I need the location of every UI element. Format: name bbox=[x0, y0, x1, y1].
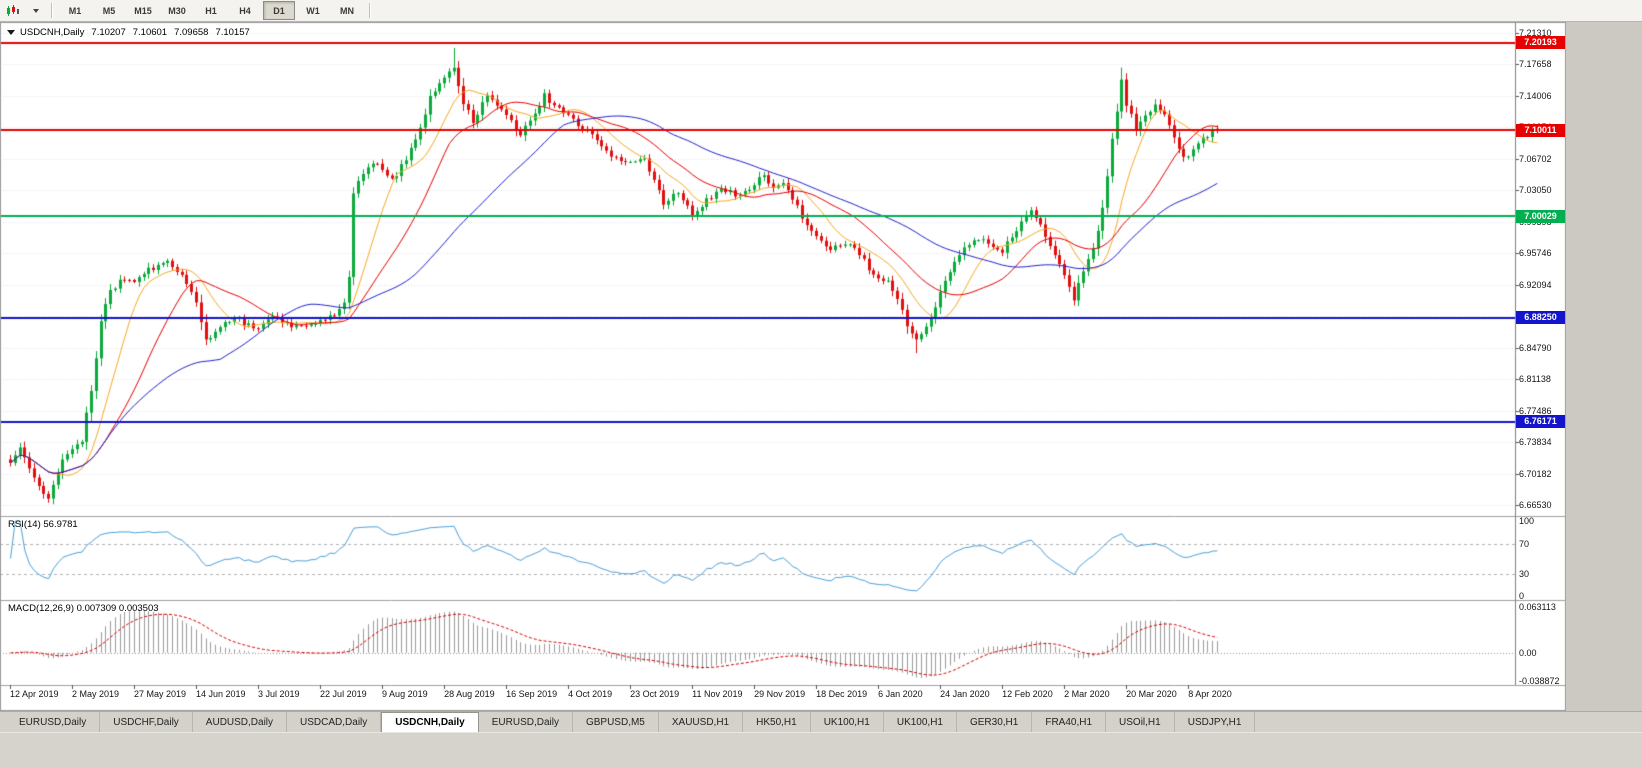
timeframe-button-m1[interactable]: M1 bbox=[68, 5, 82, 16]
chart-tab-usdjpy-h1[interactable]: USDJPY,H1 bbox=[1175, 712, 1256, 732]
date-axis-label: 8 Apr 2020 bbox=[1188, 689, 1232, 699]
chart-tab-hk50-h1[interactable]: HK50,H1 bbox=[743, 712, 811, 732]
toolbar: M1 M5 M15 M30 H1 H4 D1 W1 MN bbox=[0, 0, 1642, 22]
price-line-badge: 6.76171 bbox=[1516, 415, 1565, 429]
date-axis-label: 9 Aug 2019 bbox=[382, 689, 428, 699]
date-axis-label: 27 May 2019 bbox=[134, 689, 187, 699]
price-line-badge: 7.00029 bbox=[1516, 209, 1565, 223]
timeframe-button-d1[interactable]: D1 bbox=[263, 1, 295, 20]
rsi-name: RSI(14) bbox=[8, 519, 41, 530]
rsi-value: 56.9781 bbox=[43, 519, 78, 530]
toolbar-separator bbox=[51, 3, 53, 18]
price-axis-label: 7.17658 bbox=[1519, 59, 1552, 70]
ohlc-high: 7.10601 bbox=[132, 27, 168, 38]
timeframe-toolbar: M1 M5 M15 M30 H1 H4 D1 W1 MN bbox=[58, 1, 364, 20]
price-axis-label: 6.95746 bbox=[1519, 248, 1552, 259]
date-axis-label: 3 Jul 2019 bbox=[258, 689, 300, 699]
date-axis-label: 2 Mar 2020 bbox=[1064, 689, 1110, 699]
chart-tab-uk100-h1[interactable]: UK100,H1 bbox=[811, 712, 884, 732]
date-axis-label: 22 Jul 2019 bbox=[320, 689, 367, 699]
macd-name: MACD(12,26,9) bbox=[8, 603, 74, 614]
price-line-badge: 7.10011 bbox=[1516, 123, 1565, 137]
date-axis-label: 24 Jan 2020 bbox=[940, 689, 990, 699]
status-bar bbox=[0, 732, 1642, 768]
rsi-scale-label: 100 bbox=[1519, 516, 1535, 526]
price-axis-label: 7.14006 bbox=[1519, 90, 1552, 101]
chart-tabs-bar: EURUSD,Daily USDCHF,Daily AUDUSD,Daily USDC… bbox=[0, 711, 1642, 732]
chart-tab-usdcnh-daily[interactable]: USDCNH,Daily bbox=[381, 712, 479, 732]
date-axis-label: 28 Aug 2019 bbox=[444, 689, 495, 699]
candlestick-chart-icon[interactable] bbox=[3, 2, 23, 19]
chart-window: USDCNH,Daily 7.10207 7.10601 7.09658 7.1… bbox=[0, 22, 1566, 711]
timeframe-button-h1[interactable]: H1 bbox=[205, 5, 217, 16]
chart-tab-usdchf-daily[interactable]: USDCHF,Daily bbox=[100, 712, 193, 732]
chart-symbol-period: USDCNH,Daily bbox=[20, 27, 85, 38]
timeframe-button-w1[interactable]: W1 bbox=[306, 5, 320, 16]
chart-tab-eurusd-daily[interactable]: EURUSD,Daily bbox=[479, 712, 573, 732]
macd-indicator-label: MACD(12,26,9) 0.007309 0.003503 bbox=[8, 603, 159, 614]
caret-down-icon bbox=[33, 8, 39, 13]
price-axis-label: 6.70182 bbox=[1519, 468, 1552, 479]
candlestick-glyph bbox=[7, 4, 19, 16]
mdi-background bbox=[1566, 22, 1642, 711]
rsi-scale-label: 0 bbox=[1519, 591, 1525, 601]
chart-tab-audusd-daily[interactable]: AUDUSD,Daily bbox=[193, 712, 288, 732]
macd-scale-label: 0.063113 bbox=[1519, 602, 1556, 612]
price-axis-label: 7.03050 bbox=[1519, 185, 1552, 196]
chart-tab-usdcad-daily[interactable]: USDCAD,Daily bbox=[287, 712, 382, 732]
timeframe-button-h4[interactable]: H4 bbox=[239, 5, 251, 16]
chart-tab-eurusd-daily[interactable]: EURUSD,Daily bbox=[6, 712, 101, 732]
price-line-badge: 6.88250 bbox=[1516, 311, 1565, 325]
price-axis-label: 6.66530 bbox=[1519, 500, 1552, 510]
chart-canvas[interactable] bbox=[0, 22, 1566, 711]
date-axis-label: 14 Jun 2019 bbox=[196, 689, 246, 699]
price-axis-label: 6.77486 bbox=[1519, 405, 1552, 416]
price-axis-label: 6.84790 bbox=[1519, 342, 1552, 353]
date-axis-label: 12 Feb 2020 bbox=[1002, 689, 1053, 699]
timeframe-button-m15[interactable]: M15 bbox=[134, 5, 152, 16]
timeframe-button-mn[interactable]: MN bbox=[340, 5, 354, 16]
macd-scale-label: -0.038872 bbox=[1519, 676, 1560, 686]
date-axis-label: 11 Nov 2019 bbox=[692, 689, 743, 699]
price-axis-label: 7.21310 bbox=[1519, 28, 1552, 38]
chart-tab-gbpusd-m5[interactable]: GBPUSD,M5 bbox=[573, 712, 659, 732]
price-axis-label: 6.81138 bbox=[1519, 374, 1551, 385]
price-axis-label: 7.06702 bbox=[1519, 153, 1552, 164]
price-axis-label: 6.73834 bbox=[1519, 437, 1552, 448]
ohlc-close: 7.10157 bbox=[215, 27, 250, 38]
date-axis-label: 16 Sep 2019 bbox=[506, 689, 558, 699]
rsi-indicator-label: RSI(14) 56.9781 bbox=[8, 519, 78, 530]
chart-tab-xauusd-h1[interactable]: XAUUSD,H1 bbox=[659, 712, 744, 732]
price-line-badge: 7.20193 bbox=[1516, 36, 1565, 50]
date-axis-label: 18 Dec 2019 bbox=[816, 689, 868, 699]
timeframe-button-m30[interactable]: M30 bbox=[168, 5, 186, 16]
chart-tab-ger30-h1[interactable]: GER30,H1 bbox=[957, 712, 1033, 732]
collapse-triangle-icon[interactable] bbox=[7, 30, 15, 35]
price-axis-label: 6.92094 bbox=[1519, 279, 1552, 290]
date-axis-label: 29 Nov 2019 bbox=[754, 689, 806, 699]
timeframe-button-m5[interactable]: M5 bbox=[102, 5, 116, 16]
toolbar-separator bbox=[369, 3, 371, 18]
chart-tab-uk100-h1[interactable]: UK100,H1 bbox=[884, 712, 957, 732]
macd-scale-label: 0.00 bbox=[1519, 647, 1537, 658]
date-axis-label: 4 Oct 2019 bbox=[568, 689, 613, 699]
chart-type-dropdown-icon[interactable] bbox=[26, 2, 46, 19]
date-axis-label: 23 Oct 2019 bbox=[630, 689, 680, 699]
rsi-scale-label: 30 bbox=[1519, 568, 1530, 579]
chart-tab-usoil-h1[interactable]: USOil,H1 bbox=[1106, 712, 1175, 732]
ohlc-low: 7.09658 bbox=[174, 27, 209, 38]
chart-title: USDCNH,Daily 7.10207 7.10601 7.09658 7.1… bbox=[7, 27, 250, 38]
chart-tab-fra40-h1[interactable]: FRA40,H1 bbox=[1032, 712, 1107, 732]
date-axis-label: 2 May 2019 bbox=[72, 689, 120, 699]
rsi-scale-label: 70 bbox=[1519, 538, 1530, 549]
date-axis-label: 12 Apr 2019 bbox=[10, 689, 59, 699]
ohlc-open: 7.10207 bbox=[91, 27, 126, 38]
date-axis-label: 6 Jan 2020 bbox=[878, 689, 923, 699]
macd-values: 0.007309 0.003503 bbox=[76, 603, 159, 614]
date-axis-label: 20 Mar 2020 bbox=[1126, 689, 1177, 699]
